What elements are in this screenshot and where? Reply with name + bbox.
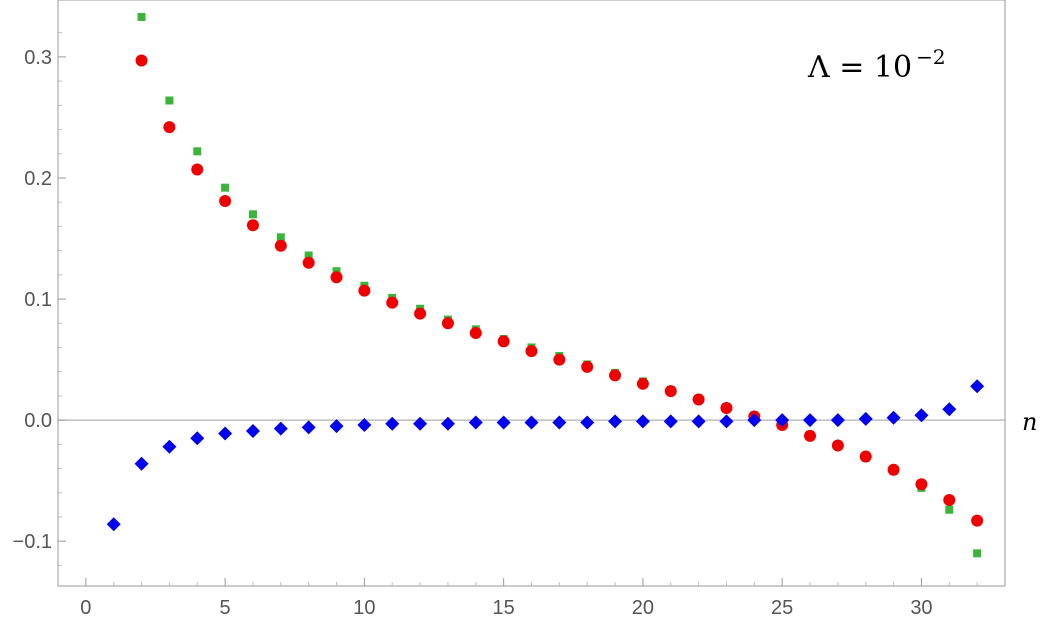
y-tick-label: −0.1 xyxy=(13,531,52,553)
point-diamond xyxy=(970,379,985,394)
point-diamond xyxy=(552,415,567,430)
point-circle xyxy=(135,54,148,67)
y-axis-ticks: −0.1 0.0 0.1 0.2 0.3 xyxy=(13,32,66,566)
y-tick-label: 0.0 xyxy=(24,410,52,432)
x-tick-label: 15 xyxy=(493,597,515,619)
point-circle xyxy=(887,463,900,476)
point-circle xyxy=(581,360,594,373)
point-diamond xyxy=(245,424,260,439)
point-diamond xyxy=(830,413,845,428)
point-circle xyxy=(831,439,844,452)
point-circle xyxy=(469,326,482,339)
point-diamond xyxy=(858,411,873,426)
point-diamond xyxy=(719,414,734,429)
point-diamond xyxy=(608,414,623,429)
point-diamond xyxy=(440,416,455,431)
x-axis-ticks: 0 5 10 15 20 25 30 xyxy=(80,578,978,619)
x-tick-label: 0 xyxy=(80,597,91,619)
point-square xyxy=(137,12,146,21)
point-diamond xyxy=(775,413,790,428)
lambda-annotation: Λ = 10 −2 xyxy=(807,45,946,85)
point-circle xyxy=(915,478,928,491)
annotation-base: Λ = 10 xyxy=(807,50,912,85)
point-circle xyxy=(525,345,538,358)
y-tick-label: 0.2 xyxy=(24,168,52,190)
point-circle xyxy=(859,450,872,463)
point-diamond xyxy=(496,415,511,430)
data-points xyxy=(106,12,985,558)
series-square xyxy=(137,12,982,558)
point-circle xyxy=(804,429,817,442)
point-circle xyxy=(191,163,204,176)
point-square xyxy=(304,251,313,260)
point-square xyxy=(973,549,982,558)
point-circle xyxy=(609,369,622,382)
point-diamond xyxy=(273,421,288,436)
point-circle xyxy=(386,296,399,309)
point-diamond xyxy=(134,456,149,471)
y-tick-label: 0.1 xyxy=(24,289,52,311)
point-circle xyxy=(441,317,454,330)
point-diamond xyxy=(106,517,121,532)
x-tick-label: 25 xyxy=(771,597,793,619)
point-circle xyxy=(414,307,427,320)
point-circle xyxy=(302,256,315,269)
point-circle xyxy=(664,385,677,398)
annotation-exponent: −2 xyxy=(916,45,945,69)
plot-frame xyxy=(57,0,1006,587)
point-diamond xyxy=(524,415,539,430)
point-square xyxy=(221,183,230,192)
point-circle xyxy=(358,284,371,297)
point-circle xyxy=(330,271,343,284)
point-diamond xyxy=(357,417,372,432)
point-diamond xyxy=(218,426,233,441)
series-circle xyxy=(135,54,984,527)
point-circle xyxy=(636,377,649,390)
point-circle xyxy=(219,194,232,207)
series-diamond xyxy=(106,379,985,532)
point-circle xyxy=(497,335,510,348)
x-tick-label: 5 xyxy=(220,597,231,619)
x-tick-label: 10 xyxy=(353,597,375,619)
point-diamond xyxy=(329,419,344,434)
point-diamond xyxy=(635,414,650,429)
point-circle xyxy=(246,219,259,232)
point-diamond xyxy=(162,439,177,454)
point-square xyxy=(165,96,174,105)
point-diamond xyxy=(914,408,929,423)
point-square xyxy=(945,505,954,514)
point-diamond xyxy=(385,416,400,431)
point-square xyxy=(248,210,257,219)
point-diamond xyxy=(942,402,957,417)
point-square xyxy=(276,233,285,242)
point-circle xyxy=(274,239,287,252)
point-diamond xyxy=(190,431,205,446)
point-diamond xyxy=(691,414,706,429)
point-diamond xyxy=(468,415,483,430)
point-diamond xyxy=(747,413,762,428)
point-square xyxy=(332,267,341,276)
point-circle xyxy=(163,121,176,134)
point-circle xyxy=(720,402,733,415)
point-diamond xyxy=(886,410,901,425)
point-diamond xyxy=(580,415,595,430)
point-circle xyxy=(943,494,956,507)
x-tick-label: 20 xyxy=(632,597,654,619)
x-axis-label: n xyxy=(1022,408,1037,436)
x-tick-label: 30 xyxy=(910,597,932,619)
y-tick-label: 0.3 xyxy=(24,47,52,69)
point-diamond xyxy=(413,416,428,431)
point-circle xyxy=(692,393,705,406)
point-diamond xyxy=(663,414,678,429)
point-diamond xyxy=(803,413,818,428)
point-diamond xyxy=(301,420,316,435)
point-circle xyxy=(971,514,984,527)
point-square xyxy=(193,147,202,156)
point-circle xyxy=(553,353,566,366)
